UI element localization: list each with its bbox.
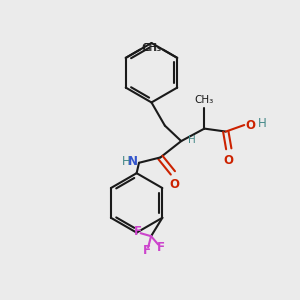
Text: F: F bbox=[142, 244, 151, 257]
Text: O: O bbox=[224, 154, 234, 167]
Text: F: F bbox=[134, 225, 142, 238]
Text: F: F bbox=[157, 241, 165, 254]
Text: O: O bbox=[169, 178, 179, 191]
Text: CH₃: CH₃ bbox=[142, 44, 162, 53]
Text: H: H bbox=[188, 135, 196, 145]
Text: N: N bbox=[128, 155, 138, 168]
Text: H: H bbox=[258, 117, 266, 130]
Text: CH₃: CH₃ bbox=[141, 44, 160, 53]
Text: H: H bbox=[122, 155, 131, 168]
Text: CH₃: CH₃ bbox=[195, 95, 214, 105]
Text: O: O bbox=[245, 118, 255, 131]
